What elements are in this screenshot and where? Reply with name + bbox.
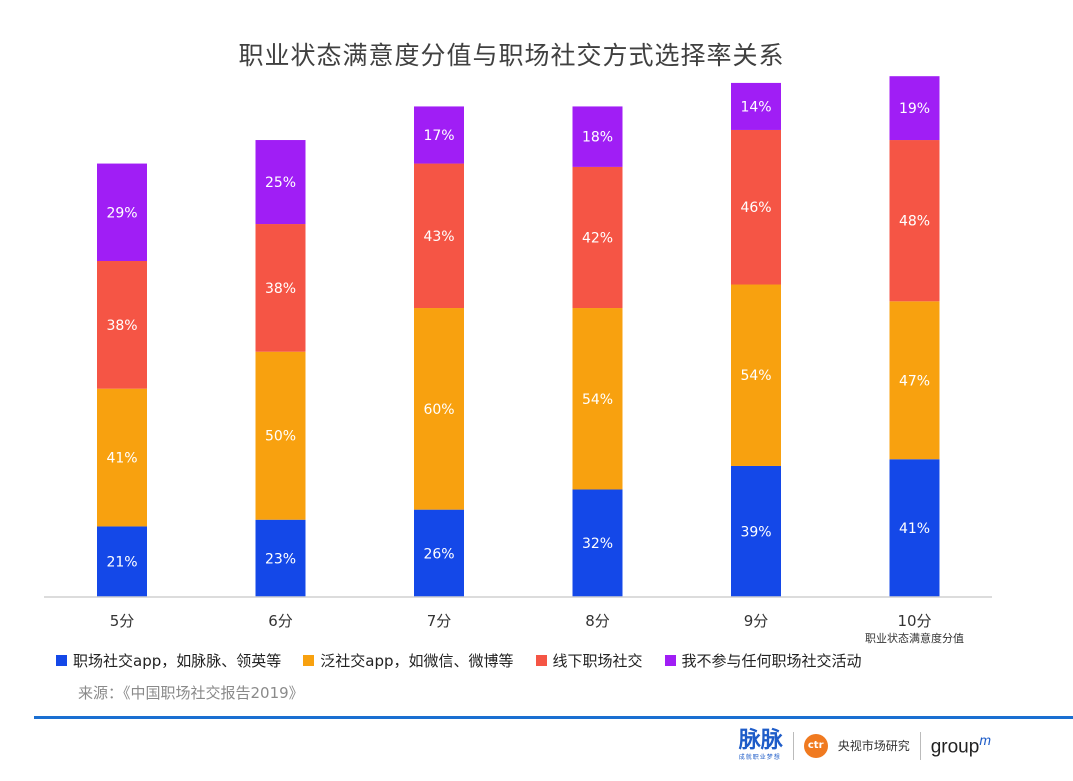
bar-segment (731, 82, 781, 130)
data-label: 32% (582, 536, 613, 552)
bar-segment (889, 301, 940, 460)
bar-segment (731, 465, 781, 597)
bar-segment (572, 106, 623, 167)
data-label: 23% (265, 551, 296, 567)
legend-item-offline: 线下职场社交 (535, 650, 643, 671)
data-label: 25% (265, 175, 296, 191)
data-label: 19% (899, 101, 930, 117)
legend-label: 线下职场社交 (552, 652, 643, 670)
bar-segment (731, 284, 781, 466)
bar-segment (255, 224, 306, 352)
legend-swatch-none (664, 655, 676, 666)
bar-segment (889, 459, 940, 597)
x-tick-label: 9分 (744, 612, 769, 630)
data-label: 41% (899, 521, 930, 537)
data-label: 26% (423, 546, 454, 562)
data-label: 54% (582, 392, 613, 408)
bar-segment (414, 163, 464, 309)
legend-item-professional-app: 职场社交app，如脉脉、领英等 (56, 650, 281, 671)
bar-segment (414, 308, 464, 510)
x-tick-label: 8分 (585, 612, 610, 630)
x-tick-label: 5分 (110, 612, 135, 630)
data-label: 18% (582, 130, 613, 146)
bar-segment (572, 308, 623, 490)
legend-label: 职场社交app，如脉脉、领英等 (73, 652, 282, 670)
x-tick-label: 10分 (897, 612, 931, 630)
bar-segment (255, 519, 306, 597)
bar-segment (889, 140, 940, 302)
maimai-logo: 脉脉 成就职业梦想 (738, 728, 783, 762)
chart-title: 职业状态满意度分值与职场社交方式选择率关系 (238, 41, 785, 70)
legend-swatch-offline (535, 655, 547, 666)
footer-divider (34, 716, 1073, 719)
logo-separator (919, 731, 921, 760)
footer-logos: 脉脉 成就职业梦想 ctr 央视市场研究 groupm (738, 728, 991, 762)
legend: 职场社交app，如脉脉、领英等 泛社交app，如微信、微博等 线下职场社交 我不… (56, 650, 862, 671)
logo-separator (792, 731, 794, 760)
bar-segment (889, 76, 940, 141)
data-label: 41% (106, 451, 137, 467)
data-label: 60% (423, 402, 454, 418)
groupm-logo-text: group (930, 736, 980, 758)
data-label: 38% (265, 281, 296, 297)
ctr-logo-text: 央视市场研究 (837, 739, 910, 753)
data-label: 17% (423, 128, 454, 144)
bar-segment (414, 106, 464, 164)
data-label: 14% (740, 99, 771, 115)
legend-item-none: 我不参与任何职场社交活动 (664, 650, 862, 671)
data-label: 54% (740, 368, 771, 384)
data-label: 50% (265, 429, 296, 445)
bar-segment (97, 163, 147, 261)
legend-swatch-general-app (303, 655, 315, 666)
legend-item-general-app: 泛社交app，如微信、微博等 (303, 650, 514, 671)
bar-segment (731, 129, 781, 285)
data-label: 39% (740, 524, 771, 540)
x-tick-label: 6分 (268, 612, 293, 630)
maimai-logo-text: 脉脉 (738, 728, 783, 753)
x-tick-label: 7分 (427, 612, 452, 630)
ctr-logo-badge: ctr (803, 733, 828, 758)
legend-label: 泛社交app，如微信、微博等 (320, 652, 514, 670)
data-label: 38% (106, 318, 137, 334)
data-label: 29% (106, 205, 137, 221)
bar-segment (97, 388, 147, 527)
data-label: 21% (106, 555, 137, 571)
legend-swatch-professional-app (56, 655, 67, 666)
data-label: 46% (740, 200, 771, 216)
bar-segment (255, 351, 306, 520)
data-label: 48% (899, 214, 930, 230)
maimai-logo-tagline: 成就职业梦想 (738, 754, 781, 761)
bar-segment (97, 526, 147, 597)
data-label: 43% (423, 229, 454, 245)
data-label: 47% (899, 373, 930, 389)
x-axis-title: 职业状态满意度分值 (865, 631, 964, 645)
groupm-logo: groupm (931, 732, 991, 758)
bar-segment (572, 489, 623, 597)
bar-segment (414, 509, 464, 597)
bar-segment (572, 166, 623, 309)
bar-segment (255, 140, 306, 225)
groupm-logo-mark: m (979, 732, 991, 749)
data-label: 42% (582, 230, 613, 246)
stacked-bar-chart: 21% 41% 38% 29% 5分 23% 50% 38% 25% 6分 26% 60% 43% 17%… (44, 76, 992, 645)
source-note: 来源：《中国职场社交报告2019》 (78, 684, 304, 702)
bar-segment (97, 261, 147, 389)
legend-label: 我不参与任何职场社交活动 (681, 652, 862, 670)
